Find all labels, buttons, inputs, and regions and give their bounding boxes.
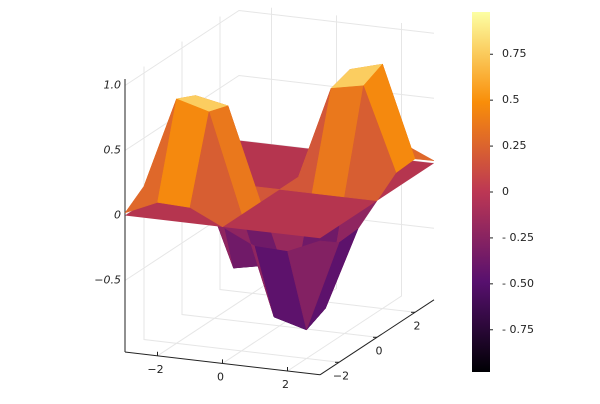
surface-patch	[344, 84, 397, 202]
y-tick-label: −2	[333, 369, 349, 382]
x-tick-label: −2	[147, 363, 163, 376]
surface-patch	[287, 240, 340, 331]
x-tick-label: 2	[282, 378, 289, 391]
x-tick-label: 0	[217, 370, 224, 383]
colorbar-tick-label: - 0.75	[502, 323, 534, 336]
surface-patch	[189, 111, 242, 228]
z-tick-label: 1.0	[104, 79, 122, 92]
y-tick-label: 0	[376, 344, 383, 357]
colorbar-tick-label: - 0.50	[502, 277, 534, 290]
z-tick-label: 0.5	[104, 144, 122, 157]
grid-line	[124, 9, 435, 86]
colorbar-tick-label: 0.5	[502, 93, 520, 106]
grid-line	[143, 66, 340, 363]
colorbar-tick-label: 0.25	[502, 139, 527, 152]
grid-line	[287, 23, 402, 372]
z-tick-label: −0.5	[94, 274, 121, 287]
colorbar-tick-label: 0.75	[502, 47, 527, 60]
colorbar-tick-label: 0	[502, 185, 509, 198]
axis-line	[319, 299, 435, 376]
z-tick-label: 0	[114, 209, 121, 222]
y-tick-label: 2	[414, 319, 421, 332]
axis-line	[124, 351, 321, 376]
colorbar-tick-label: - 0.25	[502, 231, 534, 244]
colorbar	[472, 12, 490, 372]
